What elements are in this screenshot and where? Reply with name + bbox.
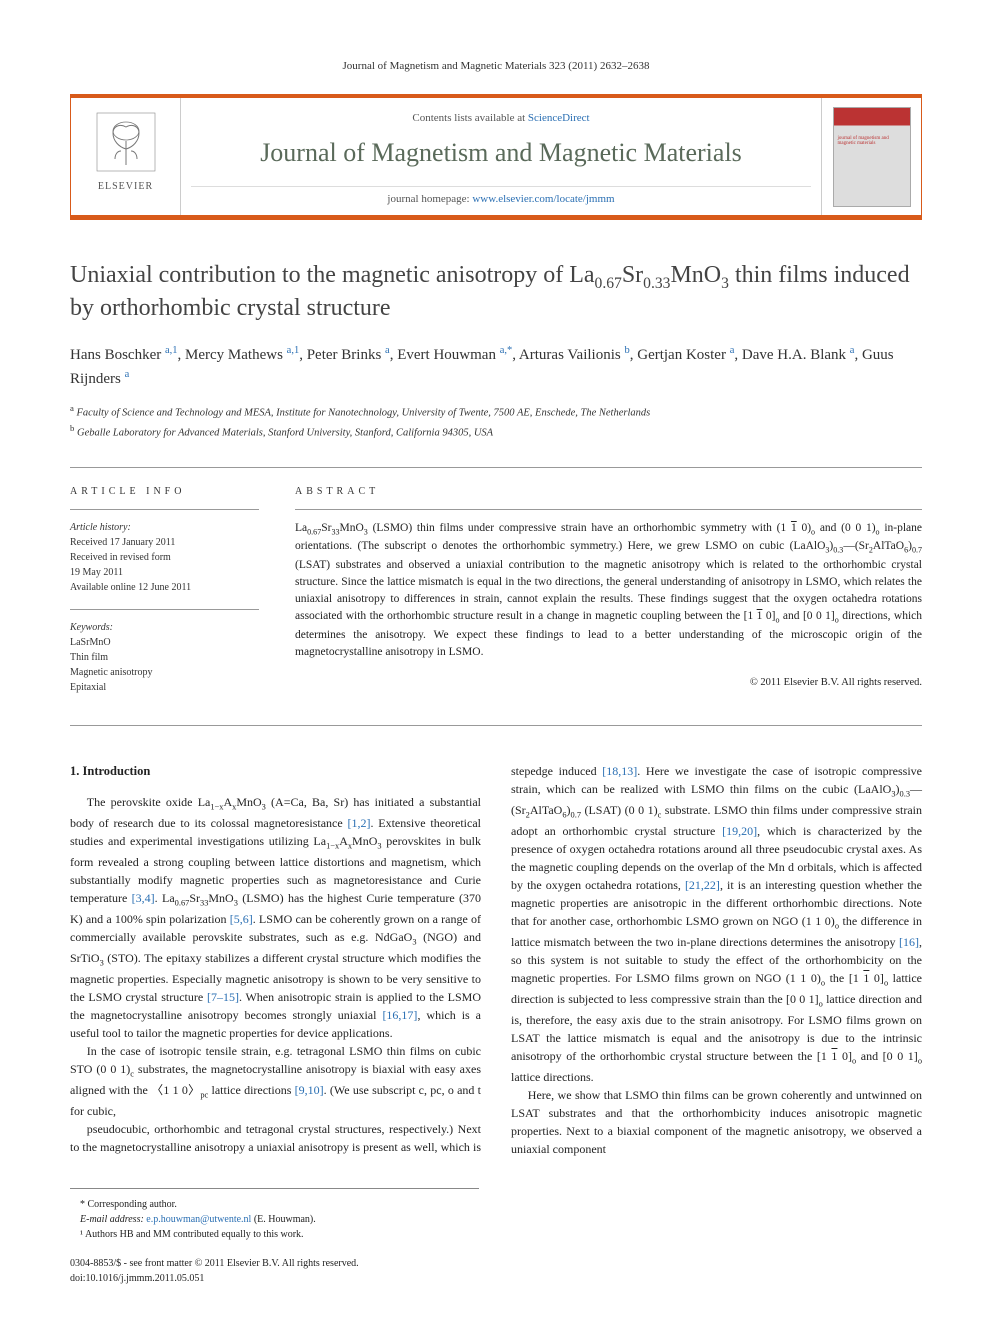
contents-line: Contents lists available at ScienceDirec… (191, 112, 811, 124)
article-info-col: article info Article history: Received 1… (70, 468, 275, 725)
masthead: ELSEVIER Contents lists available at Sci… (70, 94, 922, 216)
body-paragraph: In the case of isotropic tensile strain,… (70, 1042, 481, 1120)
sciencedirect-link[interactable]: ScienceDirect (528, 112, 590, 124)
article-info-head: article info (70, 484, 259, 499)
history-label: Article history: (70, 520, 259, 535)
accent-rule (70, 216, 922, 220)
corresponding-author: * Corresponding author. (70, 1197, 479, 1212)
keywords-block: Keywords: LaSrMnO Thin film Magnetic ani… (70, 620, 259, 695)
email-link[interactable]: e.p.houwman@utwente.nl (146, 1214, 251, 1225)
affiliation-a: a Faculty of Science and Technology and … (70, 402, 922, 421)
publisher-name: ELSEVIER (98, 181, 153, 192)
revised-date: 19 May 2011 (70, 565, 259, 580)
info-abstract-row: article info Article history: Received 1… (70, 467, 922, 726)
article-title: Uniaxial contribution to the magnetic an… (70, 260, 922, 323)
abstract-copyright: © 2011 Elsevier B.V. All rights reserved… (295, 675, 922, 691)
received-date: Received 17 January 2011 (70, 535, 259, 550)
authors: Hans Boschker a,1, Mercy Mathews a,1, Pe… (70, 343, 922, 390)
abstract-body: La0.67Sr33MnO3 (LSMO) thin films under c… (295, 520, 922, 661)
contribution-note: ¹ Authors HB and MM contributed equally … (70, 1227, 479, 1242)
affiliation-b: b Geballe Laboratory for Advanced Materi… (70, 422, 922, 441)
doi-block: 0304-8853/$ - see front matter © 2011 El… (70, 1256, 479, 1286)
body-paragraph: Here, we show that LSMO thin films can b… (511, 1086, 922, 1158)
online-date: Available online 12 June 2011 (70, 580, 259, 595)
keyword: Thin film (70, 650, 259, 665)
homepage-line: journal homepage: www.elsevier.com/locat… (191, 186, 811, 205)
running-head: Journal of Magnetism and Magnetic Materi… (70, 60, 922, 72)
keyword: Epitaxial (70, 680, 259, 695)
masthead-center: Contents lists available at ScienceDirec… (181, 98, 821, 215)
article-history: Article history: Received 17 January 201… (70, 520, 259, 595)
affiliations: a Faculty of Science and Technology and … (70, 402, 922, 441)
keyword: LaSrMnO (70, 635, 259, 650)
issn-line: 0304-8853/$ - see front matter © 2011 El… (70, 1256, 479, 1271)
abstract-head: abstract (295, 484, 922, 499)
homepage-link[interactable]: www.elsevier.com/locate/jmmm (472, 193, 614, 205)
cover-text: journal of magnetism and magnetic materi… (838, 136, 906, 147)
body-paragraph: The perovskite oxide La1−xAxMnO3 (A=Ca, … (70, 793, 481, 1042)
body-columns: 1. Introduction The perovskite oxide La1… (70, 762, 922, 1158)
contents-prefix: Contents lists available at (412, 112, 527, 124)
elsevier-tree-icon (91, 107, 161, 177)
keyword: Magnetic anisotropy (70, 665, 259, 680)
revised-label: Received in revised form (70, 550, 259, 565)
doi-line: doi:10.1016/j.jmmm.2011.05.051 (70, 1271, 479, 1286)
homepage-prefix: journal homepage: (387, 193, 472, 205)
keywords-label: Keywords: (70, 620, 259, 635)
elsevier-logo: ELSEVIER (82, 107, 170, 207)
journal-cover-thumb: journal of magnetism and magnetic materi… (833, 107, 911, 207)
email-line: E-mail address: e.p.houwman@utwente.nl (… (70, 1212, 479, 1227)
footnotes: * Corresponding author. E-mail address: … (70, 1188, 479, 1286)
section-head: 1. Introduction (70, 762, 481, 781)
publisher-logo-cell: ELSEVIER (71, 98, 181, 215)
abstract-col: abstract La0.67Sr33MnO3 (LSMO) thin film… (275, 468, 922, 725)
journal-title: Journal of Magnetism and Magnetic Materi… (191, 138, 811, 168)
cover-thumb-cell: journal of magnetism and magnetic materi… (821, 98, 921, 215)
